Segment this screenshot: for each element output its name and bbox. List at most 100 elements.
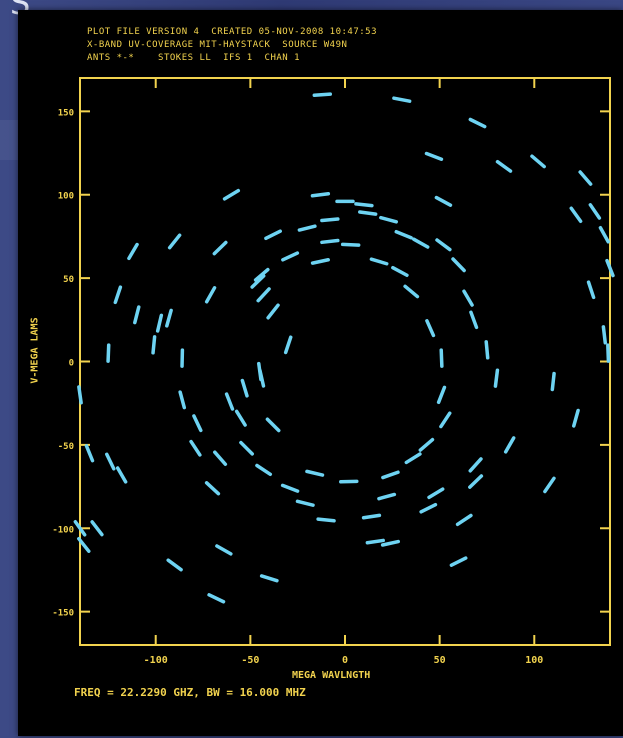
uv-point	[439, 348, 444, 368]
y-tick-label: -100	[52, 525, 74, 535]
uv-point	[365, 538, 385, 545]
uv-point	[411, 237, 430, 249]
uv-point	[212, 240, 228, 256]
uv-point	[392, 96, 412, 103]
uv-point	[295, 499, 315, 507]
uv-point	[605, 258, 615, 278]
uv-point	[404, 452, 422, 465]
frequency-footer: FREQ = 22.2290 GHZ, BW = 16.000 MHZ	[74, 686, 306, 699]
uv-point	[449, 556, 468, 567]
uv-point	[222, 188, 241, 201]
uv-point	[133, 305, 141, 325]
uv-point	[419, 502, 438, 514]
uv-point	[550, 371, 556, 392]
uv-point	[265, 417, 281, 433]
uv-point	[369, 257, 389, 266]
uv-point	[189, 439, 202, 457]
uv-point	[310, 257, 330, 265]
uv-point	[250, 274, 266, 289]
uv-point	[113, 285, 123, 305]
x-tick-label: -50	[241, 655, 259, 666]
uv-point	[127, 242, 139, 261]
uv-point	[462, 289, 474, 307]
uv-point	[601, 325, 607, 345]
x-tick-label: 0	[342, 655, 348, 666]
x-tick-label: -100	[144, 655, 168, 666]
uv-point	[106, 343, 111, 363]
plot-header-line-3: ANTS *-* STOKES LL IFS 1 CHAN 1	[87, 53, 301, 63]
uv-point	[281, 251, 300, 262]
plot-frame	[79, 77, 611, 646]
uv-point	[320, 217, 340, 223]
uv-point	[266, 303, 280, 320]
uv-point	[495, 159, 513, 173]
uv-point	[155, 313, 164, 333]
uv-point	[455, 513, 473, 527]
uv-point	[115, 466, 128, 484]
y-tick-label: -50	[58, 442, 74, 452]
uv-point	[297, 224, 317, 232]
uv-point	[391, 265, 409, 277]
uv-point	[403, 284, 420, 299]
uv-point	[435, 238, 452, 252]
uv-point	[418, 437, 435, 452]
uv-point	[424, 151, 444, 161]
uv-point	[434, 195, 453, 207]
uv-point	[394, 229, 413, 240]
plot-header-line-1: PLOT FILE VERSION 4 CREATED 05-NOV-2008 …	[87, 27, 378, 37]
uv-point	[381, 470, 400, 480]
uv-point	[578, 170, 593, 186]
uv-point	[151, 335, 157, 355]
y-axis-label: V-MEGA LAMS	[29, 317, 41, 384]
uv-point	[234, 409, 247, 427]
uv-point	[204, 481, 221, 496]
uv-point	[73, 520, 87, 537]
uv-point	[90, 520, 104, 537]
uv-point	[588, 203, 602, 220]
x-tick-label: 50	[434, 655, 446, 666]
uv-point	[305, 469, 325, 477]
uv-point	[377, 492, 397, 501]
uv-point	[361, 513, 382, 520]
uv-point	[468, 457, 483, 473]
uv-point	[425, 319, 436, 338]
uv-point	[165, 308, 173, 328]
uv-point	[468, 117, 487, 129]
uv-point	[253, 267, 270, 282]
uv-point	[259, 574, 279, 583]
uv-point	[503, 436, 516, 454]
uv-point	[586, 280, 596, 300]
uv-point	[606, 343, 611, 363]
uv-point	[256, 287, 271, 303]
x-tick-label: 100	[525, 655, 543, 666]
uv-point	[572, 408, 580, 428]
uv-point	[192, 414, 203, 433]
y-tick-label: -150	[52, 609, 74, 619]
uv-point	[204, 286, 217, 304]
uv-point	[530, 154, 546, 169]
uv-point	[77, 536, 91, 553]
uv-point	[312, 92, 333, 98]
uv-point	[283, 335, 293, 355]
uv-point	[213, 450, 228, 466]
uv-point	[240, 378, 249, 398]
uv-point	[105, 452, 116, 471]
uv-point	[280, 483, 300, 493]
uv-point	[255, 463, 273, 477]
uv-point	[436, 385, 447, 405]
uv-point	[316, 517, 336, 523]
uv-point	[258, 368, 266, 388]
uv-point	[310, 191, 331, 198]
y-tick-label: 0	[69, 359, 74, 369]
uv-point	[427, 487, 445, 500]
uv-point	[264, 229, 282, 241]
uv-point	[469, 310, 479, 330]
uv-point	[320, 238, 340, 245]
uv-point	[224, 392, 235, 411]
uv-point	[77, 385, 83, 405]
uv-point	[340, 242, 361, 247]
uv-point	[167, 233, 182, 250]
uv-point	[569, 206, 583, 223]
uv-point	[543, 476, 556, 494]
